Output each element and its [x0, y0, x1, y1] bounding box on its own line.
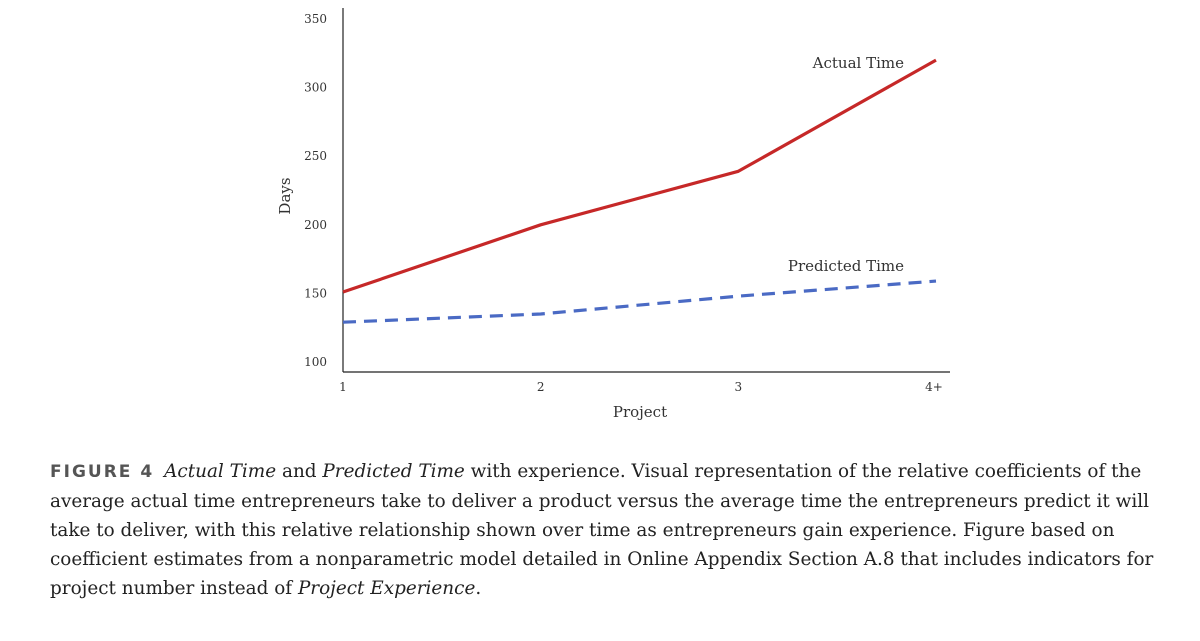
y-tick-label: 200 [304, 218, 327, 232]
figure-caption: FIGURE 4 Actual Time and Predicted Time w… [50, 457, 1180, 603]
caption-predicted-time: Predicted Time [322, 461, 465, 482]
caption-actual-time: Actual Time [164, 461, 277, 482]
caption-text-3: . [475, 578, 482, 599]
x-tick-label: 1 [339, 380, 347, 394]
x-tick-label: 4+ [925, 380, 943, 394]
y-tick-label: 150 [304, 286, 327, 300]
caption-text-1: and [276, 461, 323, 482]
predicted-time-line [342, 279, 937, 324]
x-axis-title: Project [613, 403, 667, 421]
y-tick-label: 250 [304, 149, 327, 163]
x-tick-label: 3 [735, 380, 743, 394]
actual-time-line [342, 58, 937, 294]
y-tick-label: 350 [304, 12, 327, 26]
caption-project-experience: Project Experience [297, 578, 476, 599]
series-label: Actual Time [812, 54, 904, 72]
y-tick-label: 100 [304, 355, 327, 369]
y-tick-label: 300 [304, 81, 327, 95]
caption-text-2: with experience. Visual representation o… [50, 461, 1154, 599]
figure-label: FIGURE 4 [50, 462, 155, 482]
y-axis-title: Days [276, 177, 294, 214]
series-label: Predicted Time [788, 257, 904, 275]
x-tick-label: 2 [537, 380, 545, 394]
line-chart: 100 150 200 250 300 350 1 2 3 4+ Actual Time Pred… [276, 8, 950, 421]
